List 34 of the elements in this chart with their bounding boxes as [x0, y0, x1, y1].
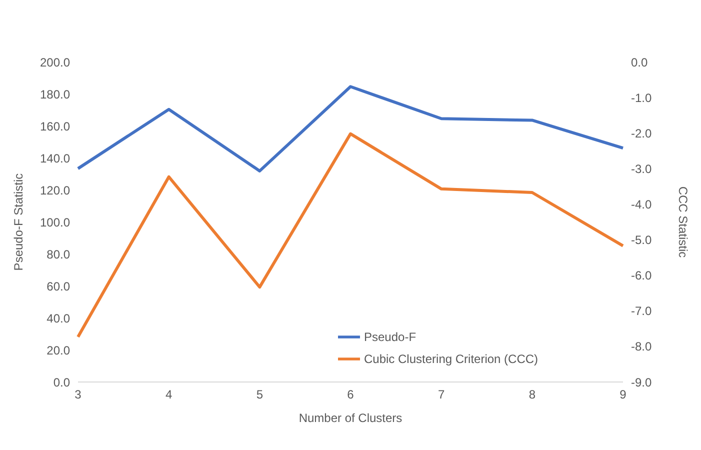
line-series: [76, 85, 624, 172]
y-tick-label: 40.0: [46, 311, 70, 326]
y-tick-label: 140.0: [40, 151, 70, 166]
y2-tick-label: -7.0: [631, 304, 652, 318]
x-axis-title: Number of Clusters: [298, 411, 402, 425]
y2-tick-label: -4.0: [631, 197, 652, 212]
y-tick-label: 180.0: [40, 87, 70, 102]
y-tick-label: 80.0: [46, 247, 70, 262]
y-tick-label: 60.0: [46, 279, 70, 294]
y2-tick-label: -3.0: [631, 162, 652, 176]
y2-tick-label: -8.0: [631, 340, 652, 354]
x-tick-label: 5: [256, 388, 264, 402]
y2-axis-title: CCC Statistic: [676, 186, 690, 258]
x-tick-label: 6: [347, 388, 354, 402]
y-tick-label: 20.0: [46, 343, 70, 358]
x-tick-label: 3: [74, 388, 82, 402]
x-tick-label: 9: [620, 388, 627, 402]
y2-tick-label: 0.0: [631, 55, 648, 70]
y2-tick-label: -9.0: [631, 375, 652, 390]
x-tick-label: 8: [528, 388, 536, 402]
x-tick-label: 7: [438, 388, 445, 402]
y2-tick-label: -1.0: [631, 90, 652, 105]
y-tick-label: 120.0: [40, 183, 70, 198]
legend-label: Pseudo-F: [364, 330, 416, 344]
y-tick-label: 200.0: [40, 55, 70, 70]
y2-tick-label: -6.0: [631, 268, 652, 283]
x-tick-label: 4: [165, 388, 172, 402]
legend-label: Cubic Clustering Criterion (CCC): [364, 352, 538, 366]
y-tick-label: 160.0: [40, 119, 70, 134]
y2-tick-label: -5.0: [631, 233, 652, 248]
y-axis-title: Pseudo-F Statistic: [11, 173, 26, 271]
y2-tick-label: -2.0: [631, 126, 652, 140]
y-tick-label: 0.0: [53, 375, 70, 390]
y-tick-label: 100.0: [40, 215, 70, 230]
